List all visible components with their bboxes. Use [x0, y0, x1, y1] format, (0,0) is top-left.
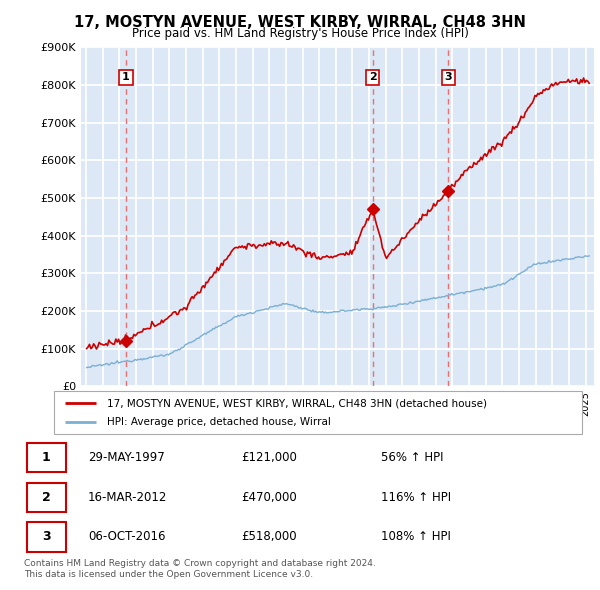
- Text: 17, MOSTYN AVENUE, WEST KIRBY, WIRRAL, CH48 3HN: 17, MOSTYN AVENUE, WEST KIRBY, WIRRAL, C…: [74, 15, 526, 30]
- Text: 17, MOSTYN AVENUE, WEST KIRBY, WIRRAL, CH48 3HN (detached house): 17, MOSTYN AVENUE, WEST KIRBY, WIRRAL, C…: [107, 398, 487, 408]
- Text: 06-OCT-2016: 06-OCT-2016: [88, 530, 166, 543]
- Text: £121,000: £121,000: [242, 451, 298, 464]
- FancyBboxPatch shape: [27, 483, 66, 512]
- Text: 29-MAY-1997: 29-MAY-1997: [88, 451, 165, 464]
- Text: HPI: Average price, detached house, Wirral: HPI: Average price, detached house, Wirr…: [107, 417, 331, 427]
- FancyBboxPatch shape: [54, 391, 582, 434]
- Text: 1: 1: [42, 451, 50, 464]
- Text: 3: 3: [445, 73, 452, 83]
- Text: 116% ↑ HPI: 116% ↑ HPI: [381, 490, 451, 504]
- Text: 3: 3: [42, 530, 50, 543]
- Text: Contains HM Land Registry data © Crown copyright and database right 2024.
This d: Contains HM Land Registry data © Crown c…: [24, 559, 376, 579]
- Text: £518,000: £518,000: [242, 530, 297, 543]
- Text: 2: 2: [369, 73, 377, 83]
- Text: 1: 1: [122, 73, 130, 83]
- Text: 16-MAR-2012: 16-MAR-2012: [88, 490, 167, 504]
- Text: £470,000: £470,000: [242, 490, 298, 504]
- Text: 56% ↑ HPI: 56% ↑ HPI: [381, 451, 443, 464]
- Text: 108% ↑ HPI: 108% ↑ HPI: [381, 530, 451, 543]
- FancyBboxPatch shape: [27, 442, 66, 471]
- FancyBboxPatch shape: [27, 523, 66, 552]
- Text: Price paid vs. HM Land Registry's House Price Index (HPI): Price paid vs. HM Land Registry's House …: [131, 27, 469, 40]
- Text: 2: 2: [42, 490, 50, 504]
